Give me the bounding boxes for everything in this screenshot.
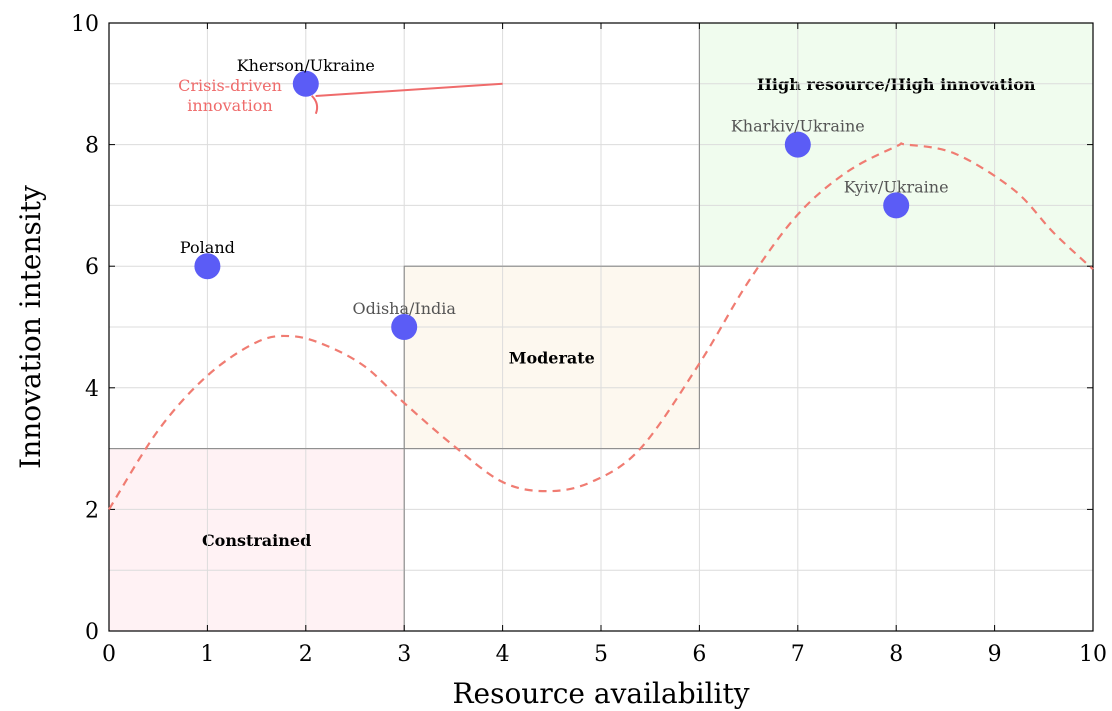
point-label: Odisha/India <box>352 299 456 318</box>
point-label: Poland <box>180 238 235 257</box>
data-point <box>784 131 811 158</box>
zone-label: Moderate <box>509 348 595 367</box>
x-tick-label: 6 <box>692 642 706 667</box>
x-tick-label: 5 <box>594 642 608 667</box>
x-axis-title: Resource availability <box>452 677 749 710</box>
y-axis-title: Innovation intensity <box>14 185 47 469</box>
zone-rect-1 <box>403 265 700 450</box>
point-label: Kherson/Ukraine <box>237 56 375 75</box>
annotation-line <box>315 82 503 97</box>
x-tick-label: 1 <box>200 642 214 667</box>
zone-rect-0 <box>108 448 405 632</box>
ticks-layer: 0 1 2 3 4 5 6 7 8 9 10 0 2 4 6 8 10 <box>71 12 1107 667</box>
y-tick-label: 6 <box>85 255 99 280</box>
data-point <box>391 314 418 340</box>
point-label: Kyiv/Ukraine <box>844 177 949 196</box>
annotation-hook <box>311 95 319 115</box>
trend-curve <box>108 142 1094 510</box>
zone-label: Constrained <box>202 531 311 550</box>
point-label: Kharkiv/Ukraine <box>731 117 865 136</box>
x-tick-label: 4 <box>496 642 510 667</box>
x-tick-label: 9 <box>988 642 1002 667</box>
annotation-text: Crisis-driven <box>178 76 282 95</box>
data-point <box>883 192 910 219</box>
annotation-text: innovation <box>187 96 272 115</box>
zone-outline-1 <box>403 265 700 450</box>
x-tick-label: 7 <box>791 642 805 667</box>
y-tick-label: 8 <box>85 134 99 159</box>
x-tick-label: 8 <box>889 642 903 667</box>
points-layer: Kherson/Ukraine Poland Odisha/India Kharkiv… <box>180 56 949 340</box>
x-tick-label: 10 <box>1079 642 1107 667</box>
y-tick-label: 10 <box>71 12 99 37</box>
y-tick-label: 2 <box>85 498 99 523</box>
x-tick-label: 0 <box>102 642 116 667</box>
y-tick-label: 4 <box>85 377 99 402</box>
curve-layer <box>108 142 1094 510</box>
data-point <box>292 70 319 97</box>
x-tick-label: 2 <box>299 642 313 667</box>
y-tick-label: 0 <box>85 620 99 645</box>
x-tick-label: 3 <box>397 642 411 667</box>
data-point <box>194 253 221 280</box>
